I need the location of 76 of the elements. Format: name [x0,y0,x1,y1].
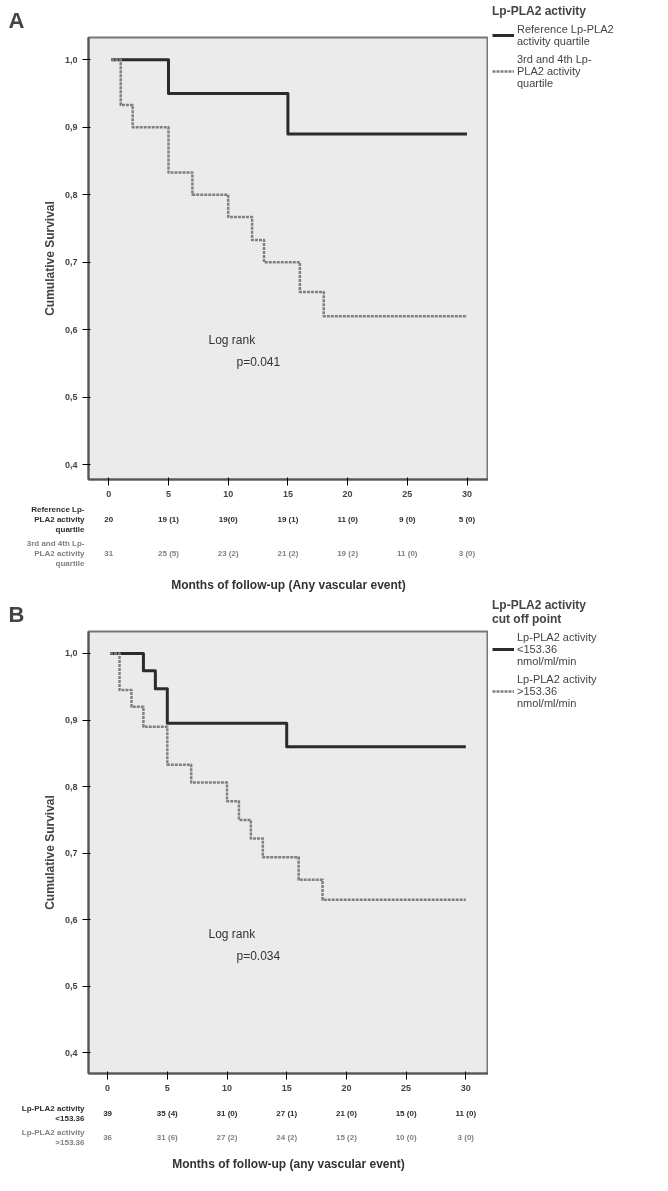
y-tick-label: 0,5 [64,392,78,403]
legend-title: Lp-PLA2 activity cut off point [492,598,588,626]
x-tick-label: 10 [223,488,234,499]
x-tick-label: 0 [106,488,112,499]
y-tick-label: 1,0 [64,648,78,659]
y-tick-label: 0,9 [64,715,78,726]
x-tick-label: 25 [401,1082,412,1093]
text: 3rd and 4th Lp-PLA2 activity quartile [26,539,86,568]
y-tick-label: 0,7 [64,848,78,859]
annotation: p=0.041 [236,355,281,369]
text: 36 [103,1133,113,1142]
y-tick-label: 0,4 [64,459,78,470]
text: 11 (0) [455,1109,477,1118]
legend-title: Lp-PLA2 activity [492,4,588,18]
y-tick-label: 0,6 [64,324,78,335]
text: 21 (0) [335,1109,358,1118]
text: 31 (0) [216,1109,238,1118]
x-tick-label: 15 [282,488,293,499]
legend-label: Reference Lp-PLA2 activity quartile [517,23,614,47]
text: Lp-PLA2 activity <153.36 [21,1104,86,1123]
x-axis-title: Months of follow-up (Any vascular event) [171,577,406,592]
y-axis-title: Cumulative Survival [42,795,57,910]
text: 27 (2) [216,1133,238,1142]
text: Lp-PLA2 activity >153.36 [21,1128,86,1147]
chart-title: A [8,7,25,33]
text: 11 (0) [397,549,418,558]
x-tick-label: 25 [402,488,413,499]
chart-title: B [8,601,25,627]
y-tick-label: 0,9 [64,122,78,133]
text: 3 (0) [458,549,476,558]
text: 9 (0) [399,515,416,524]
x-tick-label: 10 [222,1082,233,1093]
x-axis-title: Months of follow-up (any vascular event) [172,1156,405,1171]
y-tick-label: 0,4 [64,1047,78,1058]
text: 19 (1) [158,515,180,524]
text: 19(0) [218,515,238,524]
text: 25 (5) [158,549,180,558]
text: 31 [104,549,114,558]
text: 24 (2) [276,1133,298,1142]
text: 5 (0) [458,515,476,524]
text: 10 (0) [395,1133,417,1142]
x-tick-label: 5 [166,488,172,499]
x-tick-label: 20 [342,488,353,499]
text: 11 (0) [337,515,359,524]
y-tick-label: 0,5 [64,981,78,992]
x-tick-label: 0 [105,1082,111,1093]
x-tick-label: 15 [281,1082,292,1093]
legend-label: Lp-PLA2 activity <153.36 nmol/ml/min [517,631,597,667]
y-tick-label: 0,8 [64,781,78,792]
legend-label: Lp-PLA2 activity >153.36 nmol/ml/min [517,673,597,709]
text: 3 (0) [457,1133,475,1142]
annotation: Log rank [208,926,257,941]
x-tick-label: 30 [462,488,473,499]
text: 15 (0) [395,1109,417,1118]
text: 21 (2) [277,549,299,558]
text: 39 [103,1109,113,1118]
x-tick-label: 20 [341,1082,352,1093]
text: 19 (1) [277,515,299,524]
y-tick-label: 0,6 [64,914,78,925]
y-tick-label: 0,8 [64,189,78,200]
x-tick-label: 5 [164,1082,170,1093]
y-tick-label: 1,0 [64,54,78,65]
text: 35 (4) [156,1109,179,1118]
text: 27 (1) [276,1109,298,1118]
text: 15 (2) [335,1133,358,1142]
x-tick-label: 30 [460,1082,471,1093]
text: 20 [104,515,114,524]
y-axis-title: Cumulative Survival [42,201,57,316]
text: 23 (2) [217,549,239,558]
text: Reference Lp-PLA2 activity quartile [31,505,86,534]
text: 3rd and 4th Lp-PLA2 activity quartile [517,53,592,89]
y-tick-label: 0,7 [64,257,78,268]
text: 31 (6) [156,1133,179,1142]
text: 19 (2) [337,549,359,558]
annotation: p=0.034 [236,949,281,963]
annotation: Log rank [208,332,257,347]
